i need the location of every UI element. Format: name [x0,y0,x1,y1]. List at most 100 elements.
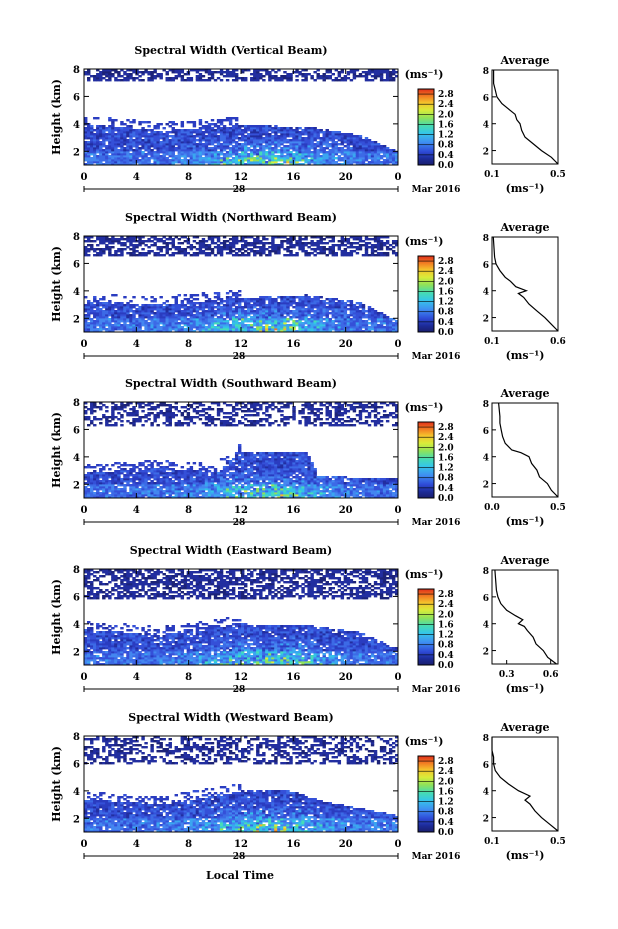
heatmap-cell [123,318,127,321]
heatmap-cell [304,304,308,307]
heatmap-cell [138,139,142,142]
heatmap-cell [222,240,227,243]
heatmap-cell [96,478,100,481]
heatmap-cell [228,312,233,315]
heatmap-cell [376,236,381,239]
heatmap-cell [177,159,182,162]
heatmap-cell [219,320,224,323]
heatmap-cell [313,71,317,74]
heatmap-cell [102,298,106,301]
heatmap-cell [132,306,136,309]
heatmap-cell [247,127,251,130]
heatmap-cell [316,242,320,245]
heatmap-cell [150,466,154,469]
heatmap-cell [376,240,381,243]
heatmap-cell [183,73,188,76]
heatmap-cell [108,141,112,144]
heatmap-cell [84,129,88,132]
heatmap-cell [156,137,160,140]
heatmap-cell [90,159,94,162]
heatmap-cell [150,149,154,152]
heatmap-cell [292,143,296,146]
heatmap-cell [114,79,118,82]
heatmap-cell [150,153,154,156]
heatmap-cell [96,480,100,483]
heatmap-cell [111,312,115,315]
heatmap-cell [225,161,230,164]
heatmap-cell [111,151,115,154]
heatmap-cell [331,161,335,164]
heatmap-cell [237,153,242,156]
heatmap-cell [346,326,351,329]
heatmap-cell [213,79,218,82]
heatmap-cell [286,314,290,317]
heatmap-cell [153,328,157,331]
heatmap-cell [132,71,136,74]
heatmap-cell [102,316,106,319]
heatmap-cell [319,147,323,150]
heatmap-cell [250,153,254,156]
heatmap-cell [213,296,218,299]
heatmap-cell [259,133,263,136]
heatmap-cell [198,250,203,253]
heatmap-cell [102,304,106,307]
heatmap-cell [204,252,209,255]
heatmap-cell [144,69,148,72]
heatmap-cell [129,496,133,499]
heatmap-cell [268,71,272,74]
heatmap-cell [310,326,314,329]
heatmap-cell [147,157,151,160]
heatmap-cell [280,143,284,146]
heatmap-cell [117,418,121,421]
heatmap-cell [219,302,224,305]
heatmap-cell [123,153,127,156]
x-tick-label: 0 [395,172,402,183]
heatmap-cell [307,324,311,327]
heatmap-cell [210,77,215,80]
heatmap-cell [231,129,236,132]
heatmap-cell [123,484,127,487]
heatmap-cell [135,250,139,253]
heatmap-cell [126,480,130,483]
heatmap-cell [183,157,188,160]
heatmap-cell [195,312,200,315]
heatmap-cell [295,159,299,162]
heatmap-cell [319,145,323,148]
heatmap-cell [162,139,166,142]
heatmap-cell [105,244,109,247]
heatmap-cell [84,135,88,138]
heatmap-cell [355,326,360,329]
heatmap-cell [144,416,148,419]
heatmap-cell [337,155,342,158]
heatmap-cell [337,133,342,136]
heatmap-cell [304,298,308,301]
heatmap-cell [262,246,266,249]
heatmap-cell [102,143,106,146]
heatmap-cell [105,308,109,311]
heatmap-cell [262,147,266,150]
heatmap-cell [135,312,139,315]
heatmap-cell [108,137,112,140]
heatmap-cell [180,121,185,124]
heatmap-cell [259,240,263,243]
heatmap-cell [126,79,130,82]
heatmap-cell [114,304,118,307]
heatmap-cell [244,163,248,166]
heatmap-cell [322,141,326,144]
heatmap-cell [234,159,239,162]
heatmap-cell [180,135,185,138]
heatmap-cell [307,330,311,333]
heatmap-cell [280,312,284,315]
heatmap-cell [364,236,369,239]
day-label: 28 [233,185,246,195]
heatmap-cell [144,310,148,313]
heatmap-cell [244,77,248,80]
heatmap-cell [138,402,142,405]
heatmap-cell [334,157,339,160]
heatmap-cell [204,145,209,148]
heatmap-cell [174,302,178,305]
heatmap-cell [361,310,366,313]
heatmap-cell [355,302,360,305]
heatmap-cell [316,131,320,134]
heatmap-cell [111,488,115,491]
